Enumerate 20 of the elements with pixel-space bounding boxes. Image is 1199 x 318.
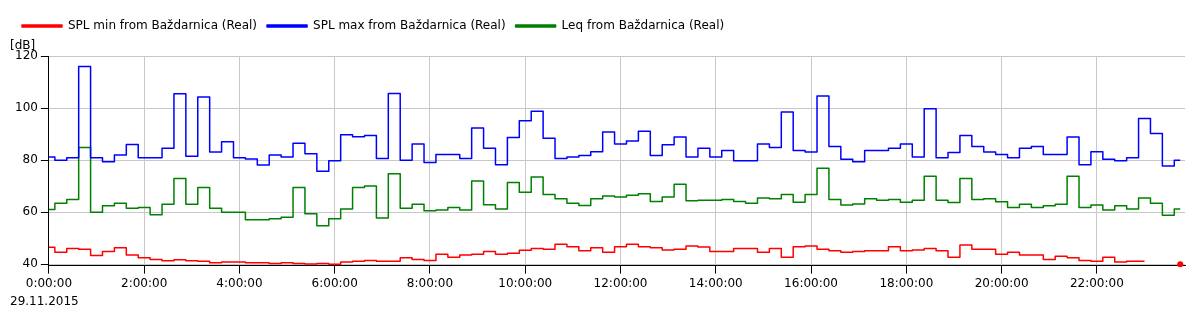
text: 29.11.2015: [10, 294, 79, 309]
y-tick-label: 100: [15, 100, 38, 115]
legend-label: Leq from Baždarnica (Real): [561, 18, 725, 33]
y-tick-label: 80: [22, 152, 38, 167]
legend-label: SPL max from Baždarnica (Real): [313, 18, 506, 33]
x-tick-label: 16:00:00: [784, 275, 839, 290]
legend-label: SPL min from Baždarnica (Real): [68, 18, 258, 33]
x-tick-label: 18:00:00: [879, 275, 934, 290]
x-tick-label: 8:00:00: [406, 275, 454, 290]
x-tick-label: 0:00:00: [25, 275, 73, 290]
x-tick-label: 10:00:00: [498, 275, 553, 290]
x-tick-label: 6:00:00: [311, 275, 358, 290]
x-tick-label: 4:00:00: [216, 275, 263, 290]
x-tick-label: 12:00:00: [593, 275, 648, 290]
x-tick-label: 2:00:00: [121, 275, 168, 290]
x-tick-label: 20:00:00: [974, 275, 1029, 290]
x-tick-label: 14:00:00: [688, 275, 743, 290]
y-tick-label: 40: [22, 256, 38, 271]
x-tick-label: 22:00:00: [1069, 275, 1124, 290]
y-tick-label: 60: [22, 204, 38, 219]
